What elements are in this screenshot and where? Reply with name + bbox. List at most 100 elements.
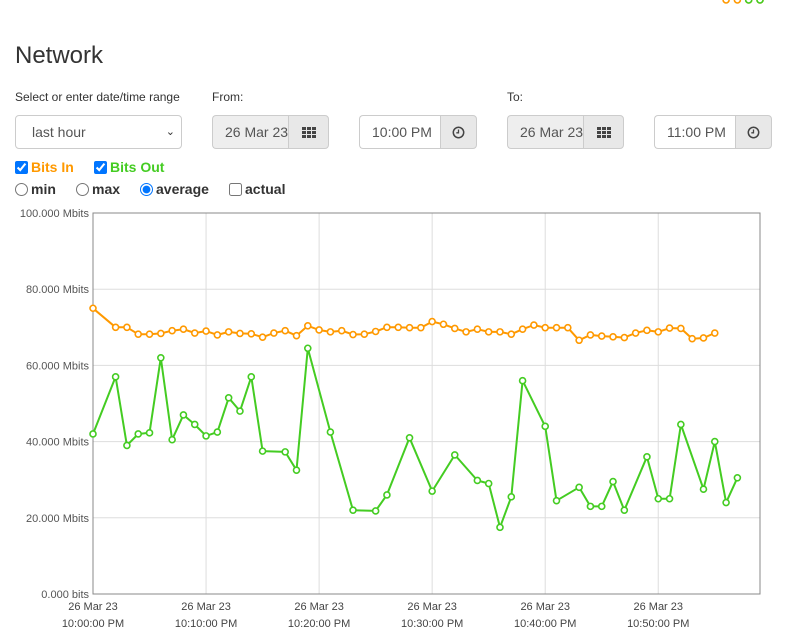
x-tick-date-label: 26 Mar 23 bbox=[633, 601, 683, 613]
x-tick-date-label: 26 Mar 23 bbox=[68, 601, 118, 613]
clock-icon bbox=[452, 126, 465, 138]
data-point-bits-out bbox=[292, 466, 301, 474]
data-point-bits-in bbox=[699, 334, 708, 342]
data-point-bits-out bbox=[281, 448, 289, 456]
data-point-bits-out bbox=[484, 479, 493, 488]
data-point-bits-in bbox=[145, 330, 154, 338]
bits-in-toggle[interactable]: Bits In bbox=[15, 159, 74, 175]
data-point-bits-in bbox=[179, 325, 188, 334]
from-label: From: bbox=[212, 90, 244, 104]
data-point-bits-out bbox=[383, 491, 391, 499]
data-point-bits-in bbox=[190, 329, 199, 337]
bits-out-toggle[interactable]: Bits Out bbox=[94, 159, 164, 175]
data-point-bits-out bbox=[507, 493, 516, 501]
data-point-bits-out bbox=[710, 437, 719, 446]
bits-in-checkbox[interactable] bbox=[15, 160, 28, 174]
data-point-bits-out bbox=[213, 428, 222, 436]
average-radio[interactable] bbox=[140, 182, 153, 196]
range-select[interactable]: last hour ⌄ bbox=[15, 115, 182, 149]
max-radio[interactable] bbox=[76, 182, 89, 196]
data-point-bits-in bbox=[326, 328, 335, 336]
data-point-bits-out bbox=[609, 477, 617, 486]
min-radio[interactable] bbox=[15, 182, 28, 196]
data-point-bits-in bbox=[405, 323, 414, 332]
x-tick-date-label: 26 Mar 23 bbox=[181, 601, 231, 613]
data-point-bits-in bbox=[337, 326, 346, 335]
data-point-bits-out bbox=[586, 502, 595, 511]
data-point-bits-out bbox=[722, 498, 730, 507]
data-point-bits-out bbox=[123, 441, 131, 450]
data-point-bits-in bbox=[247, 329, 256, 338]
data-point-bits-in bbox=[394, 323, 403, 332]
mode-min[interactable]: min bbox=[15, 181, 56, 197]
x-tick-time-label: 10:10:00 PM bbox=[175, 618, 237, 630]
data-point-bits-in bbox=[665, 324, 674, 332]
data-point-bits-in bbox=[541, 323, 550, 332]
data-point-bits-out bbox=[326, 428, 335, 436]
data-point-bits-in bbox=[89, 304, 97, 313]
to-calendar-button[interactable] bbox=[583, 115, 624, 149]
actual-checkbox[interactable] bbox=[229, 182, 242, 196]
max-label: max bbox=[92, 181, 121, 197]
data-point-bits-in bbox=[371, 327, 380, 336]
data-point-bits-out bbox=[111, 373, 120, 381]
data-point-bits-in bbox=[733, 0, 742, 4]
data-point-bits-in bbox=[620, 333, 629, 342]
data-point-bits-in bbox=[134, 330, 143, 338]
bits-out-checkbox[interactable] bbox=[94, 160, 107, 174]
data-point-bits-out bbox=[541, 422, 550, 431]
to-time-input[interactable]: 11:00 PM bbox=[654, 115, 735, 149]
data-point-bits-out bbox=[202, 432, 210, 440]
data-point-bits-out bbox=[224, 393, 233, 402]
from-date-group: 26 Mar 23 bbox=[212, 115, 329, 149]
min-label: min bbox=[31, 181, 56, 197]
mode-actual[interactable]: actual bbox=[229, 181, 285, 197]
data-point-bits-in bbox=[213, 331, 222, 339]
data-point-bits-in bbox=[292, 331, 301, 340]
x-tick-time-label: 10:50:00 PM bbox=[627, 618, 689, 630]
bits-out-label: Bits Out bbox=[110, 159, 165, 175]
from-calendar-button[interactable] bbox=[288, 115, 329, 149]
data-point-bits-in bbox=[258, 333, 267, 342]
data-point-bits-in bbox=[744, 0, 753, 4]
from-time-group: 10:00 PM bbox=[359, 115, 477, 149]
data-point-bits-out bbox=[145, 429, 154, 437]
calendar-grid-icon bbox=[596, 126, 611, 138]
data-point-bits-in bbox=[360, 330, 369, 338]
data-point-bits-in bbox=[597, 332, 606, 340]
mode-average[interactable]: average bbox=[140, 181, 209, 197]
from-clock-button[interactable] bbox=[440, 115, 477, 149]
data-point-bits-in bbox=[450, 324, 459, 333]
data-point-bits-out bbox=[349, 506, 357, 514]
data-point-bits-out bbox=[89, 430, 97, 438]
data-point-bits-out bbox=[597, 502, 606, 511]
data-point-bits-out bbox=[428, 487, 436, 495]
data-point-bits-out bbox=[665, 494, 674, 503]
to-clock-button[interactable] bbox=[735, 115, 772, 149]
data-point-bits-out bbox=[518, 376, 527, 385]
data-point-bits-in bbox=[564, 323, 572, 332]
data-point-bits-out bbox=[247, 373, 256, 381]
range-select-value: last hour bbox=[32, 124, 86, 140]
mode-max[interactable]: max bbox=[76, 181, 120, 197]
data-point-bits-out bbox=[575, 483, 583, 492]
data-point-bits-in bbox=[123, 323, 131, 332]
data-point-bits-in bbox=[586, 331, 595, 339]
data-point-bits-in bbox=[439, 320, 448, 329]
data-point-bits-in bbox=[428, 317, 436, 326]
data-point-bits-in bbox=[496, 328, 504, 336]
bits-in-label: Bits In bbox=[31, 159, 74, 175]
data-point-bits-out bbox=[258, 447, 267, 455]
data-point-bits-in bbox=[643, 326, 651, 335]
to-date-group: 26 Mar 23 bbox=[507, 115, 624, 149]
plot-frame bbox=[92, 212, 761, 595]
data-point-bits-out bbox=[677, 420, 685, 429]
to-date-input[interactable]: 26 Mar 23 bbox=[507, 115, 583, 149]
from-date-input[interactable]: 26 Mar 23 bbox=[212, 115, 288, 149]
data-point-bits-out bbox=[733, 473, 742, 482]
from-time-input[interactable]: 10:00 PM bbox=[359, 115, 440, 149]
data-point-bits-in bbox=[473, 325, 482, 334]
data-point-bits-in bbox=[303, 321, 312, 330]
data-point-bits-out bbox=[756, 0, 764, 4]
y-tick-label: 20.000 Mbits bbox=[26, 513, 89, 525]
